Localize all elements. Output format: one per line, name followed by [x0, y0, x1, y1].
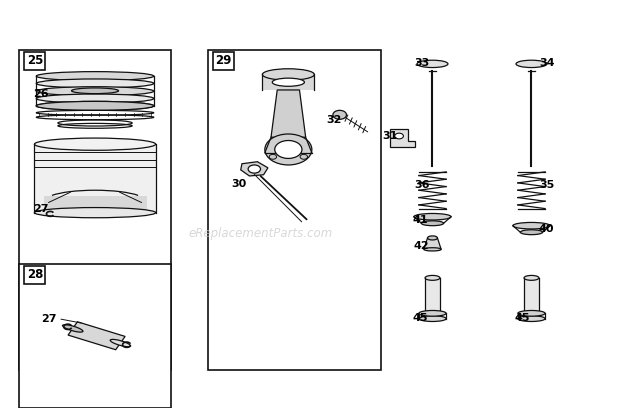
Ellipse shape [414, 213, 451, 220]
Text: 45: 45 [514, 312, 529, 323]
Ellipse shape [422, 221, 444, 226]
Text: 35: 35 [539, 180, 554, 190]
Text: 32: 32 [327, 115, 342, 125]
Ellipse shape [63, 325, 83, 332]
Ellipse shape [36, 79, 154, 88]
Circle shape [275, 141, 302, 158]
Ellipse shape [419, 310, 446, 316]
Text: 25: 25 [27, 54, 43, 67]
Polygon shape [241, 162, 268, 176]
Polygon shape [68, 322, 125, 350]
Ellipse shape [419, 316, 446, 321]
Text: 31: 31 [383, 131, 398, 141]
Ellipse shape [428, 236, 438, 240]
Ellipse shape [36, 101, 154, 110]
Polygon shape [271, 90, 306, 137]
Circle shape [248, 165, 260, 173]
Ellipse shape [518, 316, 545, 321]
Ellipse shape [34, 207, 156, 218]
Ellipse shape [262, 69, 314, 80]
Ellipse shape [36, 101, 154, 110]
Ellipse shape [516, 60, 547, 67]
Ellipse shape [36, 72, 154, 81]
Text: 41: 41 [412, 215, 428, 225]
Circle shape [269, 154, 277, 159]
Text: 34: 34 [539, 58, 554, 68]
Text: 42: 42 [414, 241, 430, 252]
Ellipse shape [518, 310, 545, 316]
Bar [19, 264, 171, 408]
Bar [19, 49, 171, 370]
Polygon shape [391, 129, 415, 147]
Bar [262, 74, 314, 90]
Bar [425, 278, 440, 313]
Text: 30: 30 [231, 180, 246, 189]
Ellipse shape [36, 87, 154, 96]
Ellipse shape [425, 275, 440, 280]
Ellipse shape [34, 138, 156, 150]
Circle shape [265, 134, 312, 165]
Ellipse shape [524, 275, 539, 280]
Text: 26: 26 [33, 90, 48, 99]
Ellipse shape [272, 78, 304, 86]
Circle shape [395, 133, 404, 139]
Ellipse shape [71, 88, 118, 94]
Bar [524, 278, 539, 313]
Bar [34, 144, 156, 213]
Polygon shape [424, 238, 441, 249]
Text: 27: 27 [41, 314, 56, 324]
Text: eReplacementParts.com: eReplacementParts.com [188, 227, 333, 240]
Ellipse shape [424, 248, 441, 251]
Text: 36: 36 [414, 180, 430, 190]
Text: 27: 27 [33, 204, 48, 213]
Ellipse shape [520, 230, 542, 235]
Ellipse shape [513, 222, 550, 229]
Text: 33: 33 [414, 58, 429, 68]
Ellipse shape [417, 60, 448, 67]
Bar [208, 49, 381, 370]
Circle shape [300, 154, 308, 159]
Ellipse shape [36, 94, 154, 103]
Ellipse shape [110, 339, 131, 347]
Text: 40: 40 [539, 224, 554, 234]
Text: 28: 28 [27, 268, 43, 281]
Circle shape [333, 110, 347, 119]
Text: 45: 45 [412, 312, 428, 323]
Text: 29: 29 [215, 54, 232, 67]
